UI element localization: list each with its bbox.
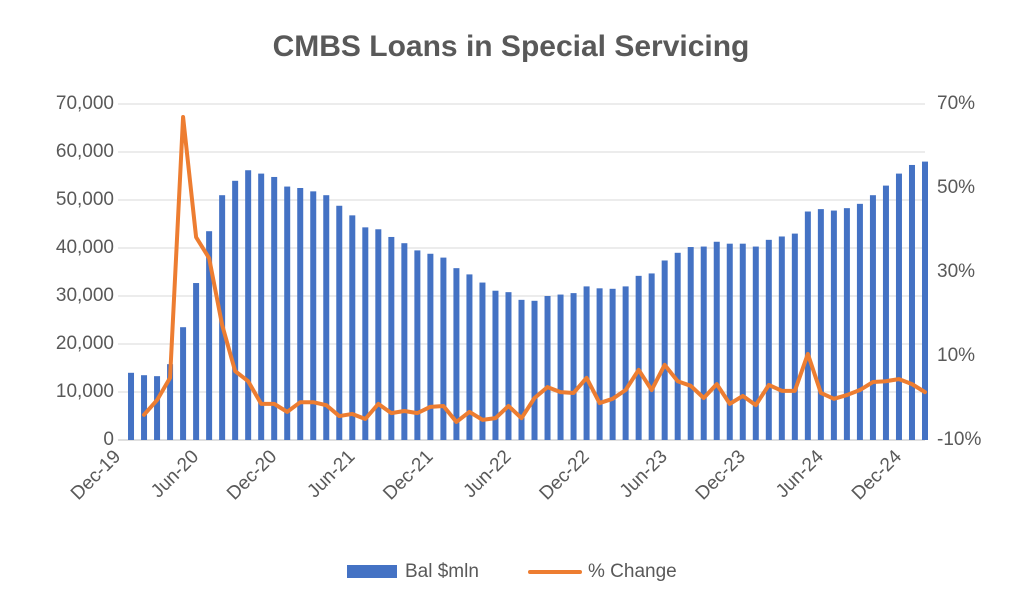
y2-tick-label: 30% [937, 261, 975, 282]
bar [180, 327, 187, 440]
bar [505, 292, 512, 440]
bar [531, 300, 538, 440]
bar [869, 195, 876, 440]
bar [622, 286, 629, 440]
bar [492, 290, 499, 440]
bar [570, 293, 577, 440]
bar [752, 246, 759, 440]
bar [765, 239, 772, 440]
y-tick-label: 50,000 [56, 189, 114, 210]
y2-tick-label: 10% [937, 345, 975, 366]
x-tick-label: Dec-19 [67, 446, 125, 504]
bar [375, 229, 382, 440]
x-tick-label: Jun-21 [303, 446, 359, 502]
x-tick-label: Dec-20 [223, 446, 281, 504]
bar [843, 208, 850, 440]
bar [297, 188, 304, 440]
bar [648, 273, 655, 440]
bar [154, 376, 161, 440]
y-tick-label: 30,000 [56, 285, 114, 306]
bar [791, 233, 798, 440]
y-tick-label: 10,000 [56, 381, 114, 402]
bar [349, 215, 356, 440]
bar [687, 247, 694, 440]
bar [700, 246, 707, 440]
y-tick-label: 0 [103, 429, 114, 450]
bar [922, 161, 928, 440]
bar [479, 282, 486, 440]
bar [284, 186, 291, 440]
bar [271, 176, 278, 440]
bar [830, 210, 837, 440]
bar [739, 243, 746, 440]
x-tick-label: Dec-22 [536, 446, 594, 504]
bar [206, 231, 213, 440]
bar [518, 299, 525, 440]
bar [427, 253, 434, 440]
bar [414, 250, 421, 440]
bar [258, 173, 265, 440]
bar [557, 294, 564, 440]
x-tick-label: Dec-23 [692, 446, 750, 504]
bar [245, 170, 252, 441]
bar [661, 260, 668, 440]
bar [453, 268, 460, 440]
y2-tick-label: -10% [937, 429, 981, 450]
chart-title: CMBS Loans in Special Servicing [273, 30, 750, 63]
y-tick-label: 60,000 [56, 141, 114, 162]
bar [583, 286, 590, 440]
bar [856, 203, 863, 440]
bar [336, 205, 343, 440]
legend-label: Bal $mln [405, 561, 479, 582]
bar [388, 236, 395, 440]
x-tick-label: Jun-23 [616, 446, 672, 502]
bar [128, 372, 135, 440]
bar [544, 296, 551, 440]
bar [310, 191, 317, 440]
bar [713, 241, 720, 440]
x-tick-label: Dec-24 [848, 446, 906, 504]
bar [232, 180, 239, 441]
bar [193, 283, 200, 440]
bar [635, 275, 642, 440]
y-tick-label: 70,000 [56, 93, 114, 114]
y2-tick-label: 50% [937, 177, 975, 198]
x-tick-label: Jun-20 [147, 446, 203, 502]
bar [895, 173, 902, 440]
y-tick-label: 40,000 [56, 237, 114, 258]
y-tick-label: 20,000 [56, 333, 114, 354]
bar [141, 375, 148, 440]
y2-tick-label: 70% [937, 93, 975, 114]
bar [466, 274, 473, 440]
bar [804, 211, 811, 440]
legend-label: % Change [588, 561, 677, 582]
bar [778, 236, 785, 440]
bar [440, 257, 447, 440]
bar [323, 195, 330, 440]
bar [674, 252, 681, 440]
line [142, 115, 927, 424]
x-tick-label: Jun-24 [772, 446, 828, 502]
bar [609, 288, 616, 440]
bar [817, 209, 824, 440]
bar [401, 243, 408, 440]
bar [167, 364, 174, 440]
legend-swatch [347, 565, 397, 578]
bar [882, 185, 889, 440]
x-tick-label: Jun-22 [460, 446, 516, 502]
bar [908, 164, 915, 440]
x-tick-label: Dec-21 [379, 446, 437, 504]
bar [726, 243, 733, 440]
bar [596, 288, 603, 440]
bar [362, 227, 369, 440]
